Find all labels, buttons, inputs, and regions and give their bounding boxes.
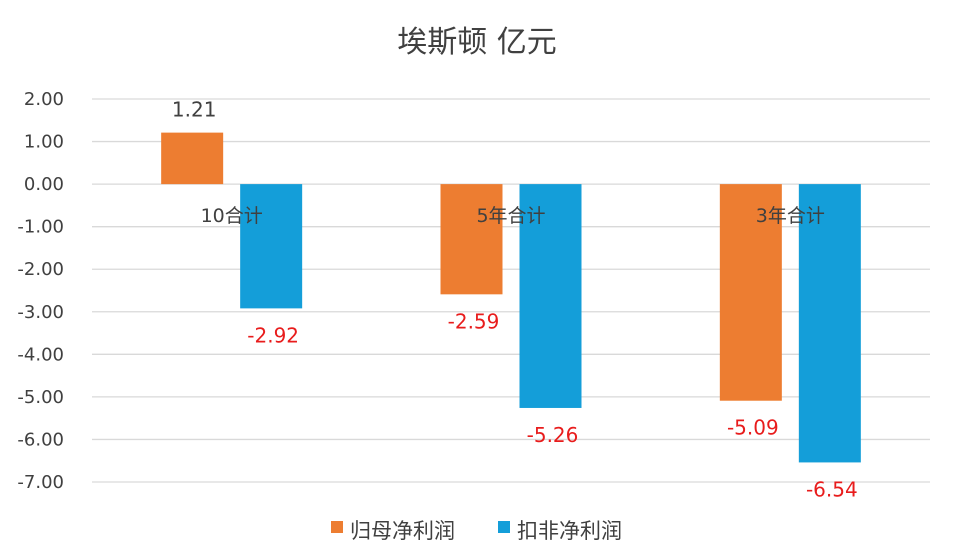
y-axis-ticks: 2.00 1.00 0.00 -1.00 -2.00 -3.00 -4.00 -5.00 -6.… (17, 89, 64, 493)
category-label: 5年合计 (476, 205, 545, 227)
legend: 归母净利润 扣非净利润 (331, 519, 622, 543)
bar-koufei-2 (798, 184, 861, 463)
legend-label: 归母净利润 (350, 519, 455, 543)
y-tick-label: -3.00 (17, 302, 64, 323)
data-label: -2.92 (247, 323, 299, 347)
legend-swatch (331, 521, 343, 533)
snowball-logo-icon (642, 515, 672, 545)
data-label: -6.54 (806, 477, 858, 501)
y-tick-label: -1.00 (17, 217, 64, 238)
data-label: -5.09 (727, 416, 779, 440)
y-tick-label: -6.00 (17, 429, 64, 450)
chart-title: 埃斯顿 亿元 (397, 25, 557, 60)
bar-koufei-0 (240, 184, 303, 309)
data-label: -5.26 (527, 423, 579, 447)
data-label: 1.21 (172, 98, 217, 122)
bar-guimu-2 (719, 184, 782, 401)
y-tick-label: -4.00 (17, 344, 64, 365)
y-tick-label: 1.00 (24, 132, 64, 153)
data-label: -2.59 (448, 309, 500, 333)
y-tick-label: -2.00 (17, 259, 64, 280)
bar-guimu-0 (161, 132, 224, 185)
category-label: 10合计 (201, 205, 263, 227)
y-tick-label: 0.00 (24, 174, 64, 195)
bars (161, 132, 861, 463)
legend-swatch (498, 521, 510, 533)
bar-koufei-1 (519, 184, 582, 408)
y-tick-label: -5.00 (17, 387, 64, 408)
grid-lines (92, 98, 930, 483)
data-labels: 1.21 -2.59 -5.09 -2.92 -5.26 -6.54 (172, 98, 858, 502)
watermark-text: 雪球：饶教授说资本 (678, 516, 921, 547)
category-label: 3年合计 (756, 205, 825, 227)
category-labels: 10合计 5年合计 3年合计 (201, 205, 825, 227)
y-tick-label: 2.00 (24, 89, 64, 110)
y-tick-label: -7.00 (17, 472, 64, 493)
bar-guimu-1 (440, 184, 503, 295)
watermark: 雪球：饶教授说资本 (642, 515, 921, 547)
legend-label: 扣非净利润 (517, 519, 622, 543)
